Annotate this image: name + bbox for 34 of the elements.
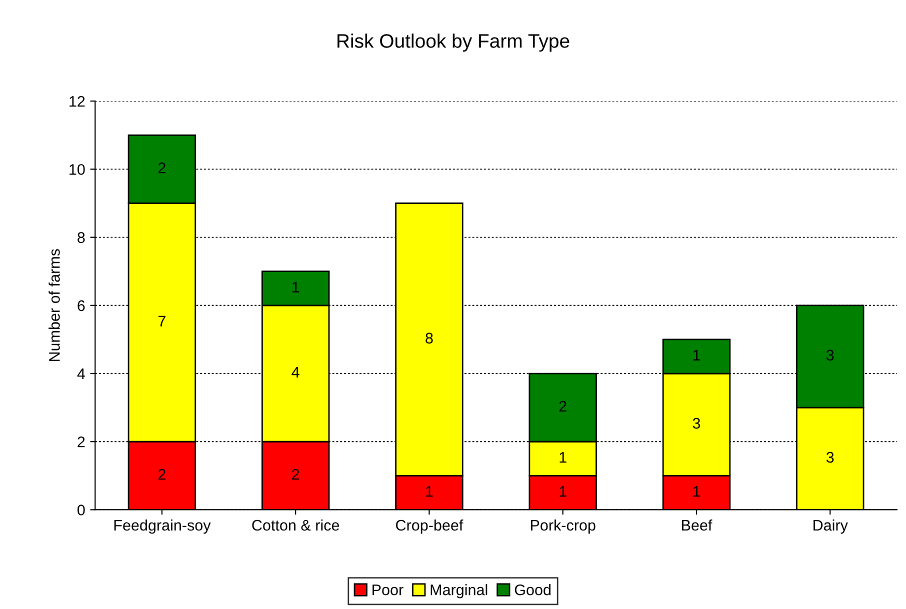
legend-label: Poor	[372, 584, 404, 596]
y-axis-title: Number of farms	[48, 249, 60, 362]
x-tick-label: Cotton & rice	[252, 519, 340, 531]
data-label: 1	[426, 486, 433, 497]
data-label: 1	[560, 452, 566, 463]
x-tick-label: Pork-crop	[530, 519, 596, 534]
data-label: 3	[692, 418, 700, 429]
data-label: 3	[826, 350, 834, 361]
data-label: 1	[292, 282, 300, 292]
data-label: 7	[158, 316, 166, 326]
x-tick-label: Beef	[682, 519, 712, 531]
data-label: 1	[693, 350, 700, 360]
x-tick-label: Feedgrain-soy	[114, 519, 211, 534]
data-label: 1	[560, 486, 566, 497]
data-label: 3	[826, 452, 834, 463]
data-label: 2	[158, 162, 166, 174]
y-tick-label: 10	[70, 164, 85, 175]
x-tick-label: Crop-beef	[396, 519, 464, 534]
y-tick-label: 2	[78, 436, 85, 448]
y-tick-label: 8	[78, 232, 85, 243]
data-label: 2	[559, 400, 566, 412]
x-tick-label: Dairy	[814, 519, 848, 534]
data-label: 8	[426, 332, 433, 344]
data-label: 2	[292, 468, 300, 480]
data-label: 2	[158, 468, 166, 480]
y-tick-label: 12	[70, 96, 85, 107]
chart-title: Risk Outlook by Farm Type	[338, 34, 570, 52]
y-tick-label: 0	[78, 504, 85, 516]
legend-label: Good	[514, 584, 551, 596]
legend-label: Marginal	[430, 584, 488, 598]
data-label: 4	[292, 366, 300, 378]
y-tick-label: 4	[77, 368, 85, 380]
y-tick-label: 6	[78, 300, 85, 312]
data-label: 1	[693, 486, 700, 497]
